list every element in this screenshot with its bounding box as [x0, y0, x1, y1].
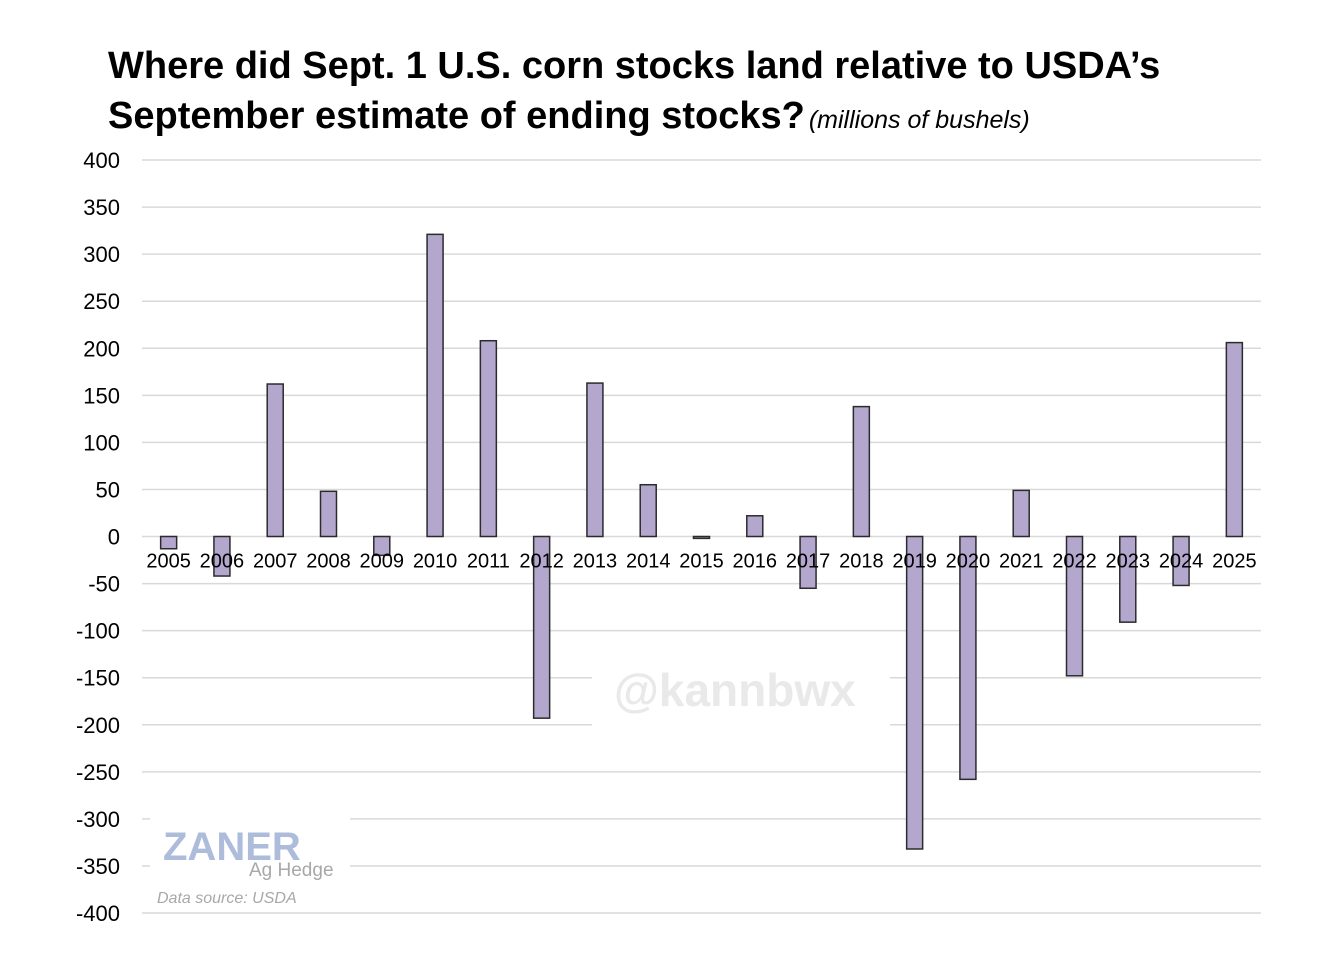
watermark-backdrop	[592, 656, 890, 726]
bar-2013	[586, 382, 604, 538]
bar-2018	[852, 405, 871, 538]
x-tick-label: 2007	[253, 551, 298, 573]
logo-ag-hedge: Ag Hedge	[249, 860, 334, 881]
chart-title-line2-group: September estimate of ending stocks? (mil…	[108, 95, 1030, 137]
x-tick-label: 2017	[786, 551, 831, 573]
x-tick-label: 2012	[519, 551, 564, 573]
x-tick-label: 2024	[1159, 551, 1204, 573]
bar-2019	[905, 535, 924, 850]
x-tick-label: 2018	[839, 551, 884, 573]
x-tick-label: 2021	[999, 551, 1044, 573]
y-axis: 400 350 300 250 200 150 100 50 0 -50 -100 -150 -200 -…	[76, 148, 120, 926]
bar-2011	[479, 339, 498, 538]
y-tick-label: -250	[76, 760, 120, 785]
y-tick-label: -350	[76, 854, 120, 879]
bar-2016	[746, 515, 764, 538]
x-tick-label: 2020	[946, 551, 991, 573]
x-tick-label: 2008	[306, 551, 351, 573]
x-axis: 2005 2006 2007 2008 2009 2010 2011 2012 2013 2014…	[146, 551, 1256, 573]
chart-subtitle: (millions of bushels)	[809, 106, 1030, 134]
bar-2012	[532, 535, 551, 719]
bar-layer	[159, 233, 1244, 850]
y-tick-label: -300	[76, 807, 120, 832]
bar-2008	[319, 490, 338, 538]
bar-2014	[639, 483, 657, 538]
bar-2010	[426, 233, 444, 538]
y-tick-label: -400	[76, 901, 120, 926]
x-tick-label: 2010	[413, 551, 458, 573]
x-tick-label: 2014	[626, 551, 671, 573]
y-tick-label: -150	[76, 666, 120, 691]
y-tick-label: 250	[83, 289, 120, 314]
x-tick-label: 2023	[1106, 551, 1151, 573]
bar-2017	[799, 535, 817, 590]
y-tick-label: -50	[88, 572, 120, 597]
bar-2009	[373, 535, 391, 557]
bar-2021	[1012, 489, 1030, 538]
y-tick-label: 350	[83, 195, 120, 220]
x-tick-label: 2013	[573, 551, 618, 573]
y-tick-label: 400	[83, 148, 120, 173]
y-tick-label: 300	[83, 242, 120, 267]
bar-2024	[1172, 535, 1190, 587]
bar-2015	[692, 535, 711, 540]
bar-2025	[1225, 341, 1244, 538]
logo-backdrop	[150, 818, 350, 882]
watermark: @kannbwx	[614, 664, 856, 716]
y-tick-label: 0	[108, 525, 120, 550]
y-tick-label: 200	[83, 336, 120, 361]
logo-zaner: ZANER	[163, 825, 301, 869]
x-tick-label: 2025	[1212, 551, 1257, 573]
x-tick-label: 2022	[1052, 551, 1097, 573]
y-tick-label: -100	[76, 619, 120, 644]
x-tick-label: 2016	[733, 551, 778, 573]
y-tick-label: 150	[83, 383, 120, 408]
x-tick-label: 2005	[146, 551, 191, 573]
bar-2023	[1119, 535, 1137, 623]
y-tick-label: -200	[76, 713, 120, 738]
bar-2005	[159, 535, 178, 550]
bar-2007	[266, 383, 284, 538]
bar-2020	[959, 535, 977, 781]
chart-title-line1: Where did Sept. 1 U.S. corn stocks land …	[108, 45, 1160, 87]
x-tick-label: 2009	[360, 551, 405, 573]
bar-2022	[1065, 535, 1084, 677]
x-tick-label: 2006	[200, 551, 245, 573]
chart-title-line2: September estimate of ending stocks?	[108, 95, 805, 137]
data-source-note: Data source: USDA	[157, 890, 297, 907]
bar-2006	[213, 535, 231, 577]
x-tick-label: 2011	[467, 551, 510, 573]
x-tick-label: 2019	[892, 551, 937, 573]
x-tick-label: 2015	[679, 551, 724, 573]
y-tick-label: 100	[83, 430, 120, 455]
y-tick-label: 50	[96, 477, 120, 502]
